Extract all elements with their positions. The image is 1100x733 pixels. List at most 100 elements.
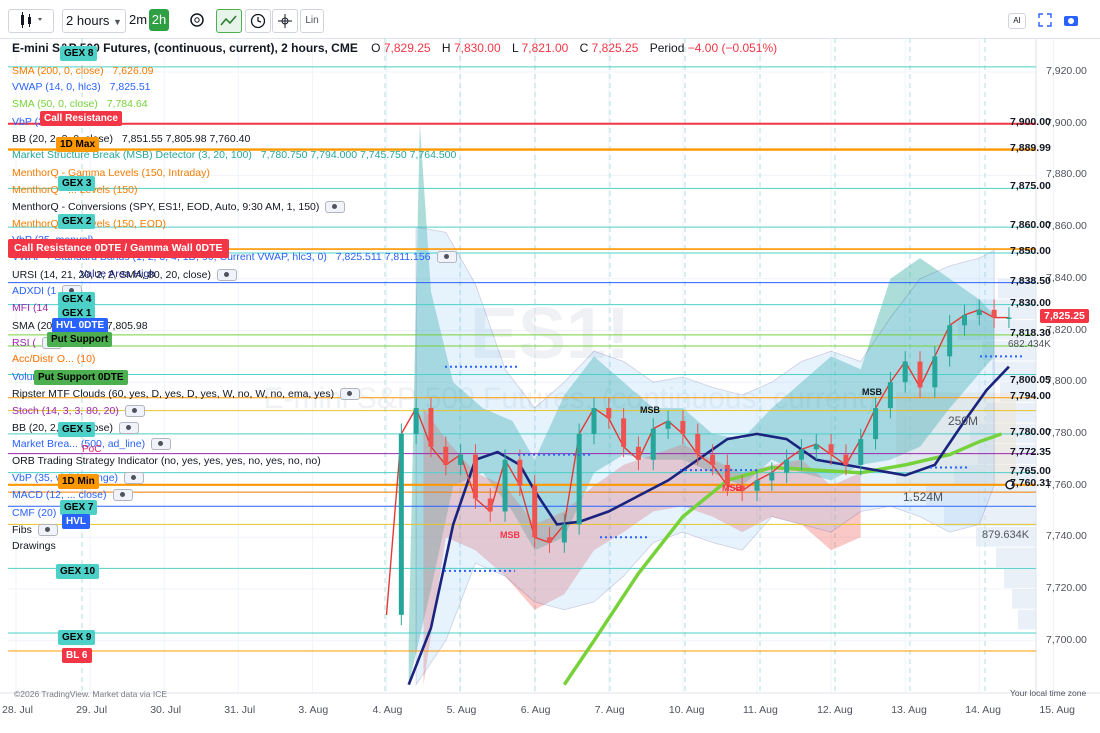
series-line: [562, 432, 1003, 686]
settings-gear-icon[interactable]: [186, 9, 208, 31]
level-badge: BL 6: [62, 648, 92, 663]
candle-body: [902, 361, 908, 383]
candle-body: [472, 454, 478, 499]
msb-label-3: MSB: [500, 530, 520, 540]
volume-250m: 250M: [948, 414, 979, 428]
price-tick-label: 7,740.00: [1046, 530, 1087, 543]
ripster-clouds: [408, 123, 995, 685]
close-label: C: [579, 41, 589, 55]
volume-profile-bar: [944, 506, 1036, 526]
price-level-label: 7,850.00: [1010, 244, 1051, 257]
time-tick-label: 30. Jul: [150, 704, 182, 716]
volume-profile-bar: [996, 547, 1036, 568]
time-tick-label: 13. Aug: [891, 704, 927, 716]
level-badge: GEX 9: [58, 630, 96, 645]
price-tick-label: 7,880.00: [1046, 168, 1087, 181]
candle-body: [991, 309, 997, 318]
level-badge: GEX 2: [58, 214, 96, 229]
time-tick-label: 10. Aug: [668, 704, 705, 716]
price-tick-label: 7,840.00: [1046, 271, 1087, 284]
price-level-label: 7,780.00: [1010, 425, 1051, 438]
volume-879k: 879.634K: [982, 529, 1030, 541]
candle-body: [650, 428, 656, 460]
low-label: L: [512, 41, 519, 55]
candle-body: [784, 459, 790, 473]
time-tick-label: 31. Jul: [224, 704, 256, 716]
level-badge: Call Resistance 0DTE / Gamma Wall 0DTE: [8, 239, 229, 258]
price-level-label: 7,860.00: [1010, 219, 1051, 232]
candle-body: [502, 459, 508, 512]
interval-quick-2m[interactable]: 2m: [128, 12, 148, 27]
price-tick-label: 7,900.00: [1046, 116, 1087, 129]
candle-body: [665, 420, 671, 429]
interval-quick-2h[interactable]: 2h: [149, 9, 169, 31]
time-tick-label: 4. Aug: [372, 704, 403, 716]
value-area-box: [896, 392, 1016, 486]
price-tick-label: 7,860.00: [1046, 220, 1087, 233]
msb-label-1: MSB: [640, 405, 660, 415]
level-badge: GEX 1: [58, 306, 96, 321]
candle-body: [798, 449, 804, 460]
value-area-high-label: Value Area High: [80, 268, 156, 280]
level-badge: GEX 3: [58, 176, 96, 191]
candle-body: [621, 418, 627, 447]
low-value: 7,821.00: [521, 41, 569, 55]
candle-body: [828, 444, 834, 455]
level-badge: GEX 10: [56, 564, 100, 579]
price-chart[interactable]: ES1! E-mini S&P 500 Futures, (continuous…: [0, 38, 1100, 733]
chevron-down-icon: ▼: [113, 17, 122, 27]
level-badge: Call Resistance: [40, 111, 122, 126]
price-tick-label: 7,820.00: [1046, 323, 1087, 336]
candle-body: [561, 524, 567, 543]
level-badge: GEX 7: [60, 500, 98, 515]
chart-type-button[interactable]: [8, 9, 54, 33]
price-tick-label: 7,780.00: [1046, 426, 1087, 439]
candle-body: [1006, 317, 1012, 320]
time-tick-label: 3. Aug: [298, 704, 329, 716]
symbol-header: E-mini S&P 500 Futures, (continuous, cur…: [12, 41, 777, 55]
current-marker: [1005, 480, 1015, 490]
ai-icon[interactable]: AI: [1008, 13, 1026, 29]
candle-body: [532, 485, 538, 538]
candle-body: [443, 446, 449, 465]
candle-body: [769, 472, 775, 481]
copyright-text: ©2026 TradingView. Market data via ICE: [14, 689, 168, 699]
level-badge: GEX 4: [58, 292, 96, 307]
fullscreen-icon[interactable]: [1036, 9, 1054, 31]
msb-label-2: MSB: [862, 387, 882, 397]
price-tick-label: 7,800.00: [1046, 375, 1087, 388]
volume-profile-bar: [1018, 609, 1036, 630]
period-value: −4.00 (−0.051%): [687, 41, 778, 55]
candle-body: [517, 459, 523, 486]
level-badge: 1D Max: [56, 137, 100, 152]
top-toolbar: 2 hours ▼ 2m 2h Lin AI: [0, 0, 1100, 39]
volume-profile-bar: [1012, 589, 1036, 609]
level-badge: GEX 8: [60, 46, 98, 61]
level-badge: Put Support 0DTE: [34, 370, 128, 385]
candles: [398, 299, 1012, 626]
candle-body: [458, 454, 464, 465]
symbol-watermark: ES1! E-mini S&P 500 Futures, (continuous…: [263, 294, 876, 415]
crosshair-icon[interactable]: [272, 9, 298, 33]
indicator-icon[interactable]: [216, 9, 242, 33]
price-tick-label: 7,720.00: [1046, 582, 1087, 594]
volume-profile-bar: [998, 278, 1036, 299]
dotted-markers: [444, 355, 1022, 572]
interval-dropdown[interactable]: 2 hours ▼: [62, 9, 126, 33]
high-label: H: [441, 41, 451, 55]
candle-body: [887, 382, 893, 409]
log-scale-toggle[interactable]: Lin: [300, 9, 324, 33]
close-value: 7,825.25: [591, 41, 639, 55]
candle-body: [591, 408, 597, 434]
volume-profile-bar: [1004, 568, 1036, 588]
watermark-name: E-mini S&P 500 Futures, (continuous, cur…: [263, 382, 876, 415]
timezone-label[interactable]: Your local time zone: [1010, 688, 1087, 698]
volume-profile-bar: [992, 361, 1036, 382]
price-tick-label: 7,700.00: [1046, 633, 1087, 646]
camera-icon[interactable]: [1062, 9, 1080, 31]
open-label: O: [371, 41, 381, 55]
replay-clock-icon[interactable]: [245, 9, 271, 33]
price-tick-label: 7,760.00: [1046, 478, 1087, 491]
level-badge: GEX 5: [58, 422, 96, 437]
level-badge: HVL: [62, 514, 90, 529]
